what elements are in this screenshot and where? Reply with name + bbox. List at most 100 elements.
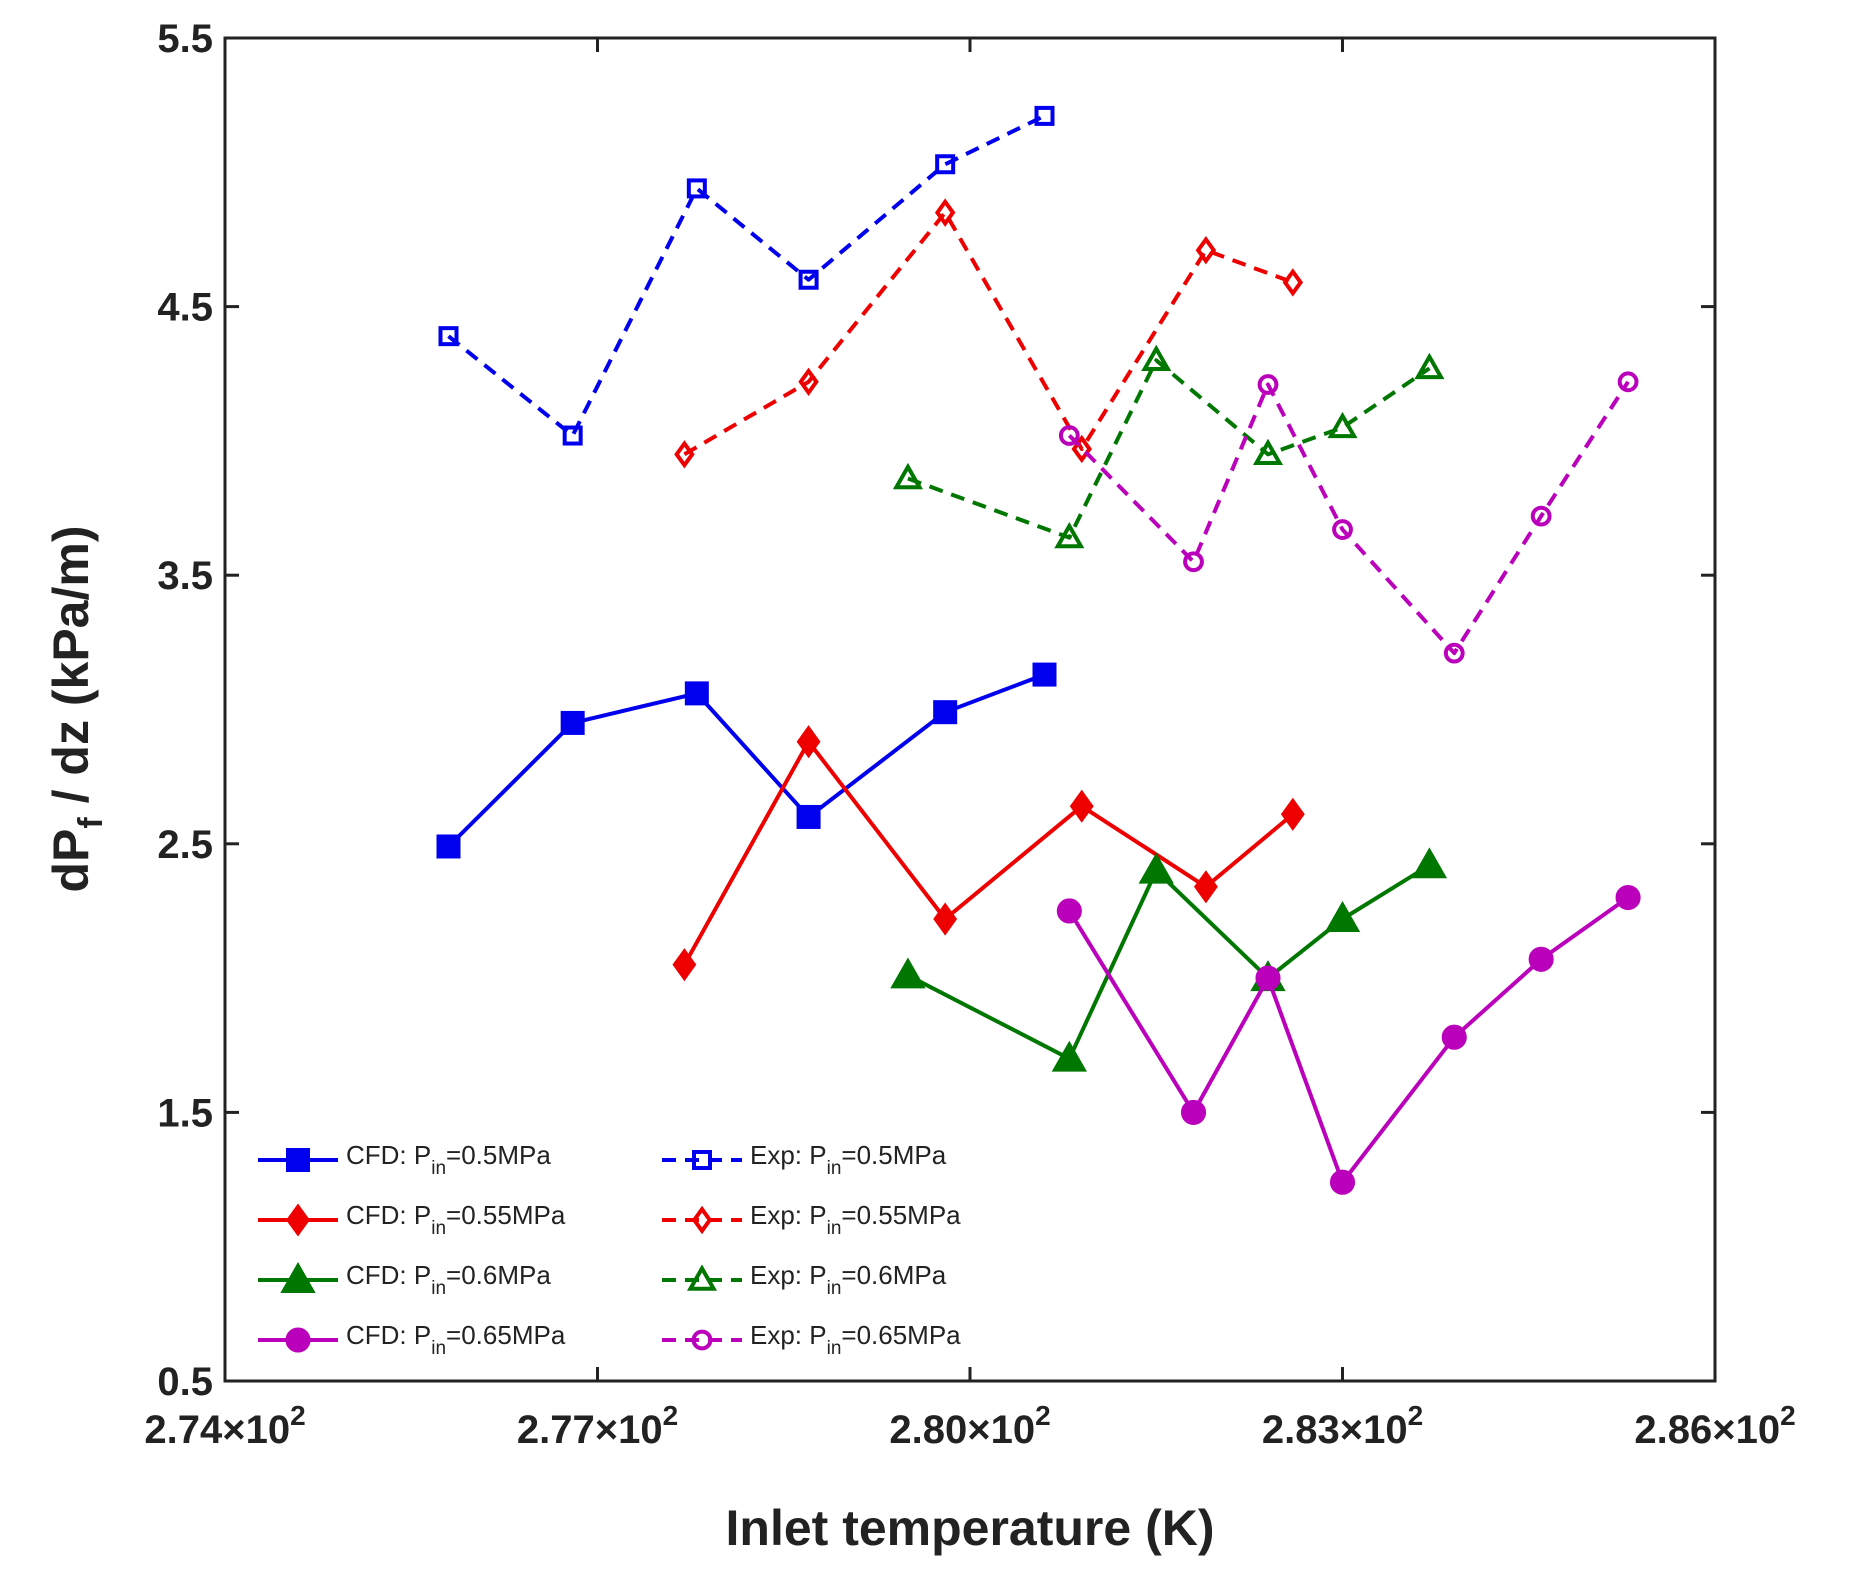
data-point [796,804,821,829]
data-point [1327,411,1358,439]
legend-label-subscript: in [431,1218,446,1239]
legend-label-prefix: Exp: P [750,1140,827,1170]
legend-item: CFD: Pin=0.6MPa [258,1260,551,1299]
data-point [438,326,459,347]
data-point [674,440,695,469]
legend-label: CFD: Pin=0.65MPa [346,1320,566,1359]
legend-label: CFD: Pin=0.55MPa [346,1200,566,1239]
x-tick-label: 2.86×102 [1634,1400,1795,1452]
x-tick-label-exponent: 2 [1035,1400,1051,1431]
series-line [683,210,1294,457]
legend-label-prefix: CFD: P [346,1320,431,1350]
data-point [1195,235,1217,265]
legend-label-suffix: =0.65MPa [446,1320,566,1350]
legend-label-prefix: Exp: P [750,1260,827,1290]
data-point [798,367,819,397]
legend-item: Exp: Pin=0.6MPa [662,1260,947,1299]
legend-item: Exp: Pin=0.55MPa [662,1200,961,1239]
legend-label-subscript: in [827,1338,842,1359]
legend-marker [286,1203,310,1237]
legend-label-subscript: in [431,1338,446,1359]
legend-label: Exp: Pin=0.6MPa [750,1260,947,1299]
legend-label: Exp: Pin=0.5MPa [750,1140,947,1179]
data-point [1193,870,1218,904]
y-tick-label: 4.5 [157,286,213,330]
x-tick-label-exponent: 2 [1408,1400,1424,1431]
data-point [562,425,583,446]
data-point [1411,847,1448,879]
series-line [682,739,1295,966]
series-line [1067,380,1630,656]
x-tick-label-mantissa: 2.86×10 [1634,1408,1780,1452]
legend-marker [285,1327,311,1353]
legend-label-subscript: in [827,1278,842,1299]
series-5 [674,198,1304,469]
data-point [1138,852,1174,884]
data-point [1332,519,1353,540]
legend-marker [280,1262,316,1293]
data-point [934,198,956,227]
data-point [1252,438,1284,466]
data-point [933,700,958,725]
y-axis-label-suffix: / dz (kPa/m) [43,526,99,818]
x-tick-label: 2.77×102 [517,1400,678,1452]
legend-label: CFD: Pin=0.5MPa [346,1140,551,1179]
data-point [1180,1099,1207,1125]
legend-label-suffix: =0.5MPa [446,1140,551,1170]
series-1 [672,725,1305,982]
data-point [1324,901,1361,932]
data-point [796,725,821,759]
plot-area [223,36,1717,1383]
legend-label-subscript: in [827,1158,842,1179]
data-point [1617,371,1639,393]
data-point [935,154,956,175]
legend-item: Exp: Pin=0.65MPa [662,1320,961,1359]
data-point [1441,1024,1467,1050]
data-point [1280,797,1305,831]
data-point [436,834,461,859]
data-point [892,462,923,490]
data-point [684,681,709,706]
series-4 [438,105,1055,446]
data-point [933,902,958,936]
legend-label-subscript: in [827,1218,842,1239]
x-tick-label: 2.80×102 [889,1400,1050,1452]
data-point [1054,521,1085,549]
series-6 [892,344,1445,549]
legend-label-suffix: =0.65MPa [841,1320,961,1350]
x-tick-label-mantissa: 2.80×10 [889,1408,1035,1452]
series-7 [1058,371,1639,664]
x-tick-label-mantissa: 2.83×10 [1262,1408,1408,1452]
y-axis-label-prefix: dP [43,829,99,893]
legend-item: CFD: Pin=0.5MPa [258,1140,551,1179]
series-layer [436,105,1641,1195]
legend-item: CFD: Pin=0.55MPa [258,1200,566,1239]
legend-label-prefix: CFD: P [346,1200,431,1230]
data-point [1530,505,1552,527]
legend-label: Exp: Pin=0.65MPa [750,1320,961,1359]
data-point [1282,268,1304,297]
legend-label-suffix: =0.6MPa [841,1260,946,1290]
data-point [560,710,585,735]
data-point [1056,898,1082,924]
legend-label-prefix: CFD: P [346,1260,431,1290]
legend-label-prefix: CFD: P [346,1140,431,1170]
legend-marker [686,1264,718,1291]
series-line [907,358,1431,540]
legend-item: CFD: Pin=0.65MPa [258,1320,566,1359]
data-point [1069,789,1094,823]
data-point [1615,884,1641,911]
data-point [1032,662,1057,687]
data-point [1414,352,1445,380]
x-tick-label-exponent: 2 [290,1400,306,1431]
x-tick-label: 2.74×102 [144,1400,305,1452]
x-tick-label: 2.83×102 [1262,1400,1423,1452]
legend-marker [692,1150,712,1170]
data-point [1051,1040,1088,1072]
series-0 [436,662,1057,859]
data-point [672,948,697,982]
data-point [1141,344,1172,372]
legend-marker [691,1205,713,1235]
